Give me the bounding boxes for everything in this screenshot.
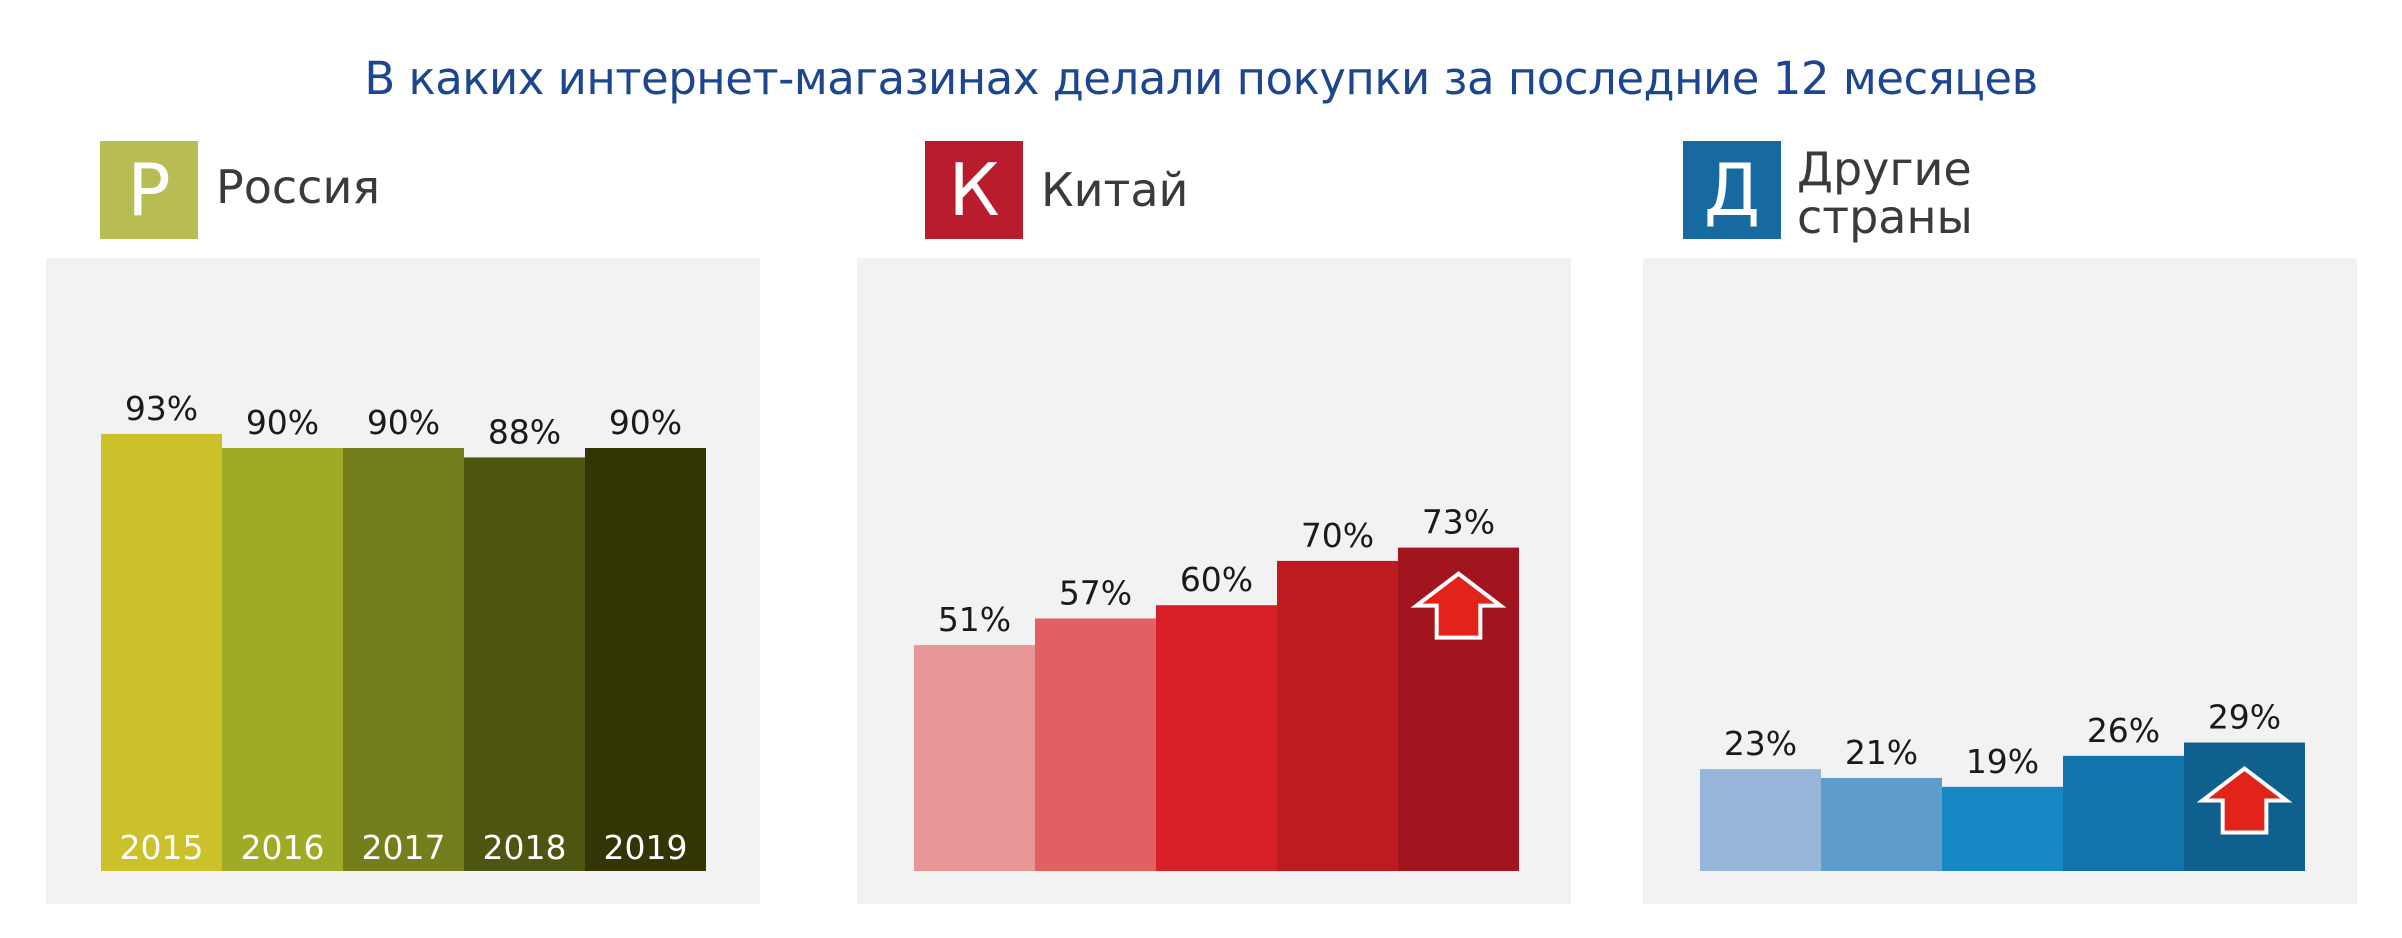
china-title: Китай [1041, 163, 1189, 217]
other-countries-title-line-2: страны [1797, 190, 1973, 244]
page-title: В каких интернет-магазинах делали покупк… [364, 52, 2038, 105]
china-bar-2018 [1277, 560, 1398, 871]
russia-badge: Р [100, 141, 198, 239]
china-value-label-2017: 60% [1180, 560, 1253, 599]
other-countries-bar-2016 [1821, 777, 1942, 871]
russia-bar-2015 [101, 433, 222, 871]
russia-year-label-2015: 2015 [120, 828, 204, 867]
russia-value-label-2017: 90% [367, 403, 440, 442]
china-bar-2016 [1035, 618, 1156, 871]
russia-title: Россия [216, 160, 381, 214]
china-value-label-2015: 51% [938, 600, 1011, 639]
china-bar-2017 [1156, 605, 1277, 871]
russia-year-label-2016: 2016 [241, 828, 325, 867]
other-countries-value-label-2015: 23% [1724, 724, 1797, 763]
russia-value-label-2016: 90% [246, 403, 319, 442]
other-countries-badge: Д [1683, 141, 1781, 239]
china-value-label-2016: 57% [1059, 573, 1132, 612]
other-countries-value-label-2019: 29% [2208, 698, 2281, 737]
russia-year-label-2018: 2018 [483, 828, 567, 867]
russia-value-label-2019: 90% [609, 403, 682, 442]
china-bar-2015 [914, 645, 1035, 871]
other-countries-bar-2018 [2063, 755, 2184, 871]
china-growth-arrow-icon [1410, 571, 1507, 640]
other-countries-bar-2017 [1942, 786, 2063, 871]
other-countries-bar-2015 [1700, 769, 1821, 871]
other-countries-title: Другие страны [1797, 145, 1973, 241]
russia-value-label-2018: 88% [488, 412, 561, 451]
other-countries-value-label-2016: 21% [1845, 733, 1918, 772]
china-value-label-2019: 73% [1422, 503, 1495, 542]
russia-year-label-2019: 2019 [604, 828, 688, 867]
russia-bar-2016 [222, 448, 343, 871]
russia-bar-2017 [343, 448, 464, 871]
china-value-label-2018: 70% [1301, 516, 1374, 555]
other-countries-growth-arrow-icon [2196, 766, 2293, 835]
russia-year-label-2017: 2017 [362, 828, 446, 867]
other-countries-value-label-2018: 26% [2087, 711, 2160, 750]
other-countries-value-label-2017: 19% [1966, 742, 2039, 781]
russia-value-label-2015: 93% [125, 389, 198, 428]
russia-bar-2018 [464, 457, 585, 871]
russia-bar-2019 [585, 448, 706, 871]
other-countries-title-line-1: Другие [1797, 142, 1972, 196]
china-badge: К [925, 141, 1023, 239]
